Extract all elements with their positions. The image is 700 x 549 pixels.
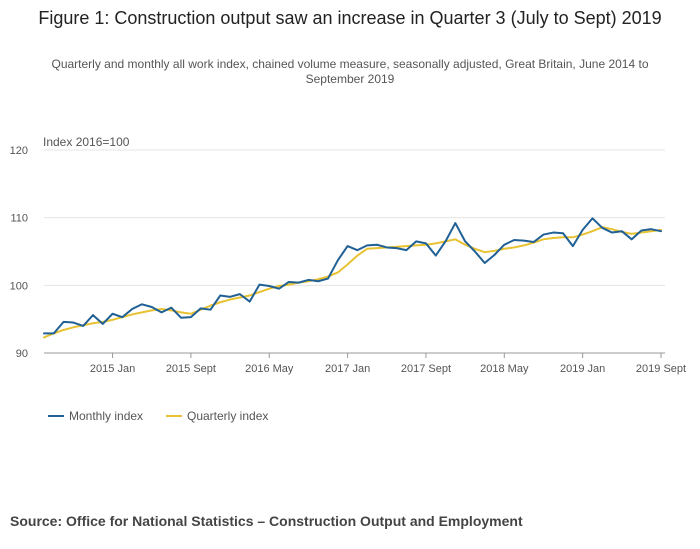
quarterly-index-line xyxy=(43,226,662,339)
legend-label: Quarterly index xyxy=(187,409,268,423)
legend-item-monthly-index: Monthly index xyxy=(48,409,143,423)
x-axis-ticks: 2015 Jan 2015 Sept 2016 May 2017 Jan 2017 Se… xyxy=(90,353,686,375)
y-tick-label: 120 xyxy=(10,145,28,157)
monthly-index-line xyxy=(43,217,662,335)
x-tick-label: 2019 Jan xyxy=(560,363,605,375)
y-tick-label: 100 xyxy=(10,280,28,292)
x-tick-label: 2019 Sept xyxy=(636,363,686,375)
x-tick-label: 2018 May xyxy=(480,363,529,375)
source-note: Source: Office for National Statistics –… xyxy=(10,513,523,529)
y-axis-ticks: 90 100 110 120 xyxy=(10,145,28,360)
legend-label: Monthly index xyxy=(69,409,143,423)
y-tick-label: 110 xyxy=(10,213,28,225)
legend: Monthly index Quarterly index xyxy=(48,409,268,423)
chart-subtitle: Quarterly and monthly all work index, ch… xyxy=(51,57,649,86)
x-tick-label: 2016 May xyxy=(245,363,294,375)
legend-item-quarterly-index: Quarterly index xyxy=(166,409,268,423)
x-tick-label: 2015 Jan xyxy=(90,363,135,375)
x-tick-label: 2017 Jan xyxy=(325,363,370,375)
x-tick-label: 2015 Sept xyxy=(166,363,216,375)
grid-lines xyxy=(44,149,665,354)
chart-title: Figure 1: Construction output saw an inc… xyxy=(38,8,662,28)
x-tick-label: 2017 Sept xyxy=(401,363,451,375)
y-axis-label: Index 2016=100 xyxy=(43,135,130,149)
series-lines xyxy=(43,217,662,339)
y-tick-label: 90 xyxy=(16,348,28,360)
